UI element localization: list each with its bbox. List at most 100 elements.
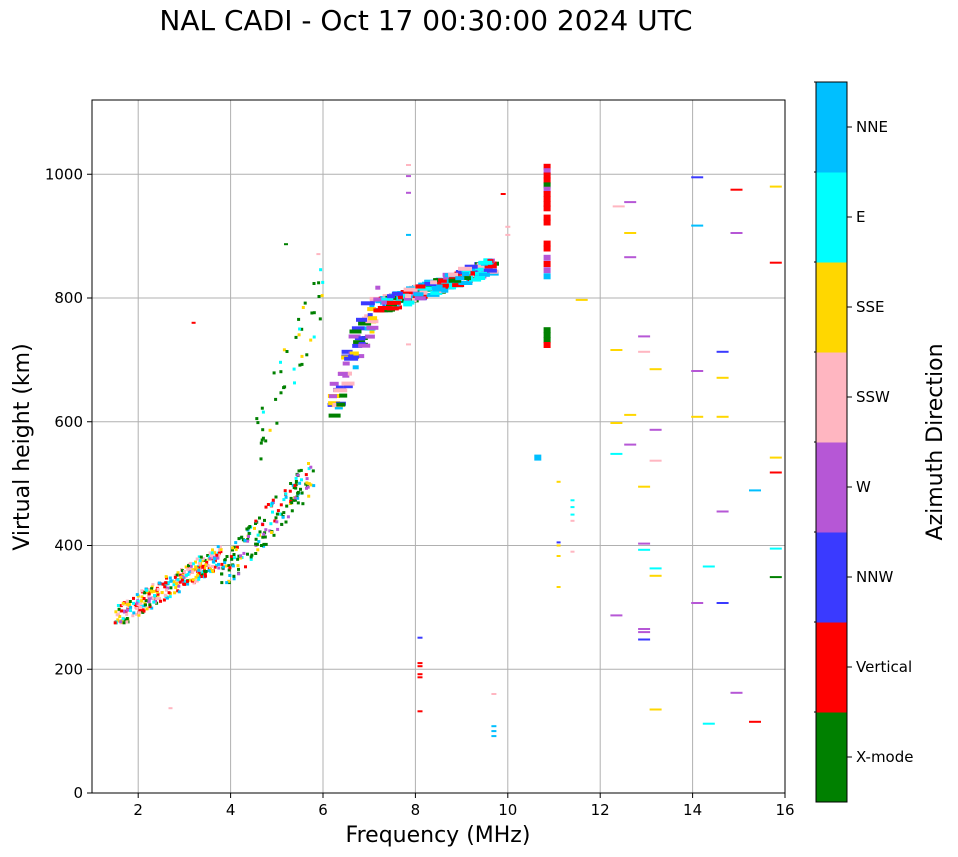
- data-point: [169, 579, 173, 583]
- data-point: [543, 163, 551, 170]
- data-point: [303, 301, 307, 305]
- data-point: [294, 335, 298, 339]
- data-point: [649, 574, 662, 577]
- data-point: [155, 590, 159, 594]
- data-point: [135, 606, 139, 610]
- data-point: [129, 605, 133, 609]
- data-point: [139, 602, 143, 606]
- data-point: [146, 594, 150, 598]
- data-point: [458, 281, 473, 285]
- data-point: [201, 565, 205, 569]
- data-point: [197, 577, 201, 581]
- data-point: [691, 415, 704, 418]
- data-point: [166, 586, 170, 590]
- data-point: [191, 570, 195, 574]
- data-point: [367, 307, 377, 312]
- data-point: [296, 496, 300, 500]
- data-point: [309, 338, 313, 342]
- data-point: [175, 573, 179, 577]
- data-point: [749, 720, 761, 723]
- data-point: [337, 371, 348, 376]
- data-point: [223, 561, 227, 565]
- data-point: [570, 550, 575, 553]
- colorbar-swatch: [816, 532, 847, 623]
- data-point: [116, 604, 120, 607]
- data-point: [274, 397, 278, 401]
- data-point: [306, 485, 310, 489]
- data-point: [148, 603, 152, 607]
- data-point: [116, 619, 120, 623]
- data-point: [366, 325, 379, 330]
- data-point: [300, 362, 304, 366]
- data-point: [188, 567, 192, 571]
- data-point: [149, 589, 153, 593]
- data-point: [173, 574, 177, 578]
- data-point: [543, 191, 551, 197]
- data-point: [293, 498, 297, 502]
- data-point: [543, 240, 551, 247]
- y-axis-ticks: 0 200 400 600 800 1000: [45, 165, 92, 802]
- data-point: [638, 350, 651, 353]
- data-point: [543, 327, 551, 334]
- data-point: [243, 539, 247, 542]
- data-point: [165, 596, 169, 600]
- data-point: [209, 570, 213, 574]
- data-point: [261, 436, 265, 440]
- data-point: [478, 260, 493, 265]
- data-point: [300, 354, 304, 358]
- data-point: [115, 613, 119, 617]
- data-point: [211, 548, 214, 552]
- data-point: [434, 278, 449, 283]
- x-tick-label: 16: [775, 801, 794, 819]
- data-point: [254, 537, 258, 541]
- data-point: [213, 551, 216, 555]
- data-point: [543, 337, 551, 344]
- data-point: [223, 558, 227, 562]
- colorbar-category-label: W: [856, 478, 871, 496]
- data-point: [262, 542, 266, 546]
- data-point: [255, 417, 259, 421]
- data-point: [298, 363, 302, 367]
- data-point: [254, 552, 258, 555]
- data-point: [197, 575, 201, 579]
- data-point: [211, 560, 215, 564]
- data-point: [217, 548, 221, 552]
- data-point: [691, 602, 704, 604]
- data-point: [296, 501, 300, 505]
- colorbar-category-label: X-mode: [856, 748, 913, 766]
- data-point: [191, 321, 196, 324]
- data-point: [462, 276, 471, 281]
- data-point: [196, 573, 200, 577]
- data-point: [309, 483, 313, 487]
- data-point: [312, 311, 316, 315]
- data-point: [215, 553, 219, 557]
- data-point: [296, 491, 300, 495]
- data-point: [207, 564, 211, 568]
- data-point: [421, 286, 434, 291]
- data-point: [227, 568, 231, 572]
- data-point: [194, 575, 198, 579]
- data-point: [138, 611, 141, 615]
- data-point: [231, 564, 235, 568]
- data-point: [292, 367, 296, 371]
- data-point: [151, 596, 155, 599]
- data-point: [246, 538, 250, 541]
- data-point: [182, 582, 186, 586]
- data-point: [649, 428, 662, 431]
- x-tick-label: 12: [591, 801, 610, 819]
- data-point: [328, 413, 341, 418]
- data-point: [152, 600, 156, 604]
- data-point: [624, 201, 637, 204]
- data-point: [165, 588, 168, 592]
- data-point: [225, 555, 229, 558]
- data-point: [289, 482, 293, 485]
- data-point: [749, 489, 761, 492]
- y-tick-label: 200: [54, 660, 83, 678]
- data-point: [234, 541, 238, 545]
- data-point: [397, 295, 403, 300]
- colorbar: X-mode Vertical NNW W SSW SSE E NNE: [814, 81, 913, 803]
- data-point: [279, 360, 282, 364]
- data-point: [122, 609, 126, 613]
- data-points: [113, 163, 782, 738]
- data-point: [368, 316, 378, 321]
